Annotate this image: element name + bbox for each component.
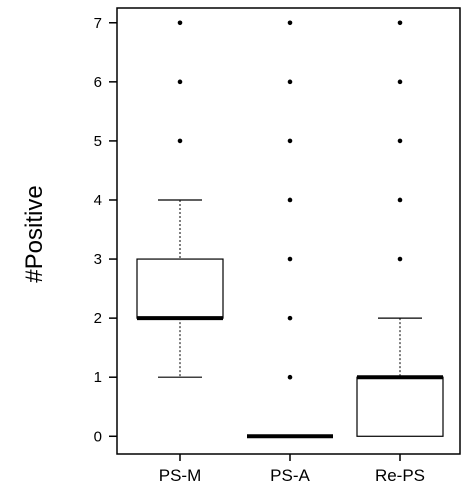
outlier-point (177, 20, 183, 26)
x-tick-label: Re-PS (375, 466, 425, 485)
outlier-point (177, 138, 183, 144)
outlier-point (287, 20, 293, 26)
outlier-point (287, 138, 293, 144)
boxes-group (136, 20, 444, 439)
iqr-box (356, 376, 444, 437)
outlier-point (287, 197, 293, 203)
outlier-point (287, 256, 293, 262)
x-tick-label: PS-M (159, 466, 202, 485)
y-tick-label: 3 (94, 251, 102, 268)
outlier-point (287, 315, 293, 321)
y-tick-label: 4 (94, 192, 102, 209)
y-tick-label: 5 (94, 133, 102, 150)
y-tick-label: 1 (94, 369, 102, 386)
box-ps-m (136, 20, 224, 378)
y-tick-label: 7 (94, 15, 102, 32)
outlier-point (397, 79, 403, 85)
y-tick-label: 6 (94, 74, 102, 91)
box-ps-a (247, 20, 333, 439)
outlier-point (397, 20, 403, 26)
outlier-point (397, 256, 403, 262)
outlier-point (397, 138, 403, 144)
iqr-box (136, 258, 224, 319)
outlier-point (287, 374, 293, 380)
outlier-point (177, 79, 183, 85)
y-tick-label: 2 (94, 310, 102, 327)
outlier-point (397, 197, 403, 203)
box-re-ps (356, 20, 444, 437)
x-tick-label: PS-A (270, 466, 310, 485)
plot-frame (116, 7, 461, 455)
outlier-point (287, 79, 293, 85)
y-axis: 0 1 2 3 4 5 6 7 (94, 15, 117, 445)
x-axis: PS-M PS-A Re-PS (159, 454, 425, 485)
y-axis-label: #Positive (21, 185, 48, 282)
y-tick-label: 0 (94, 428, 102, 445)
